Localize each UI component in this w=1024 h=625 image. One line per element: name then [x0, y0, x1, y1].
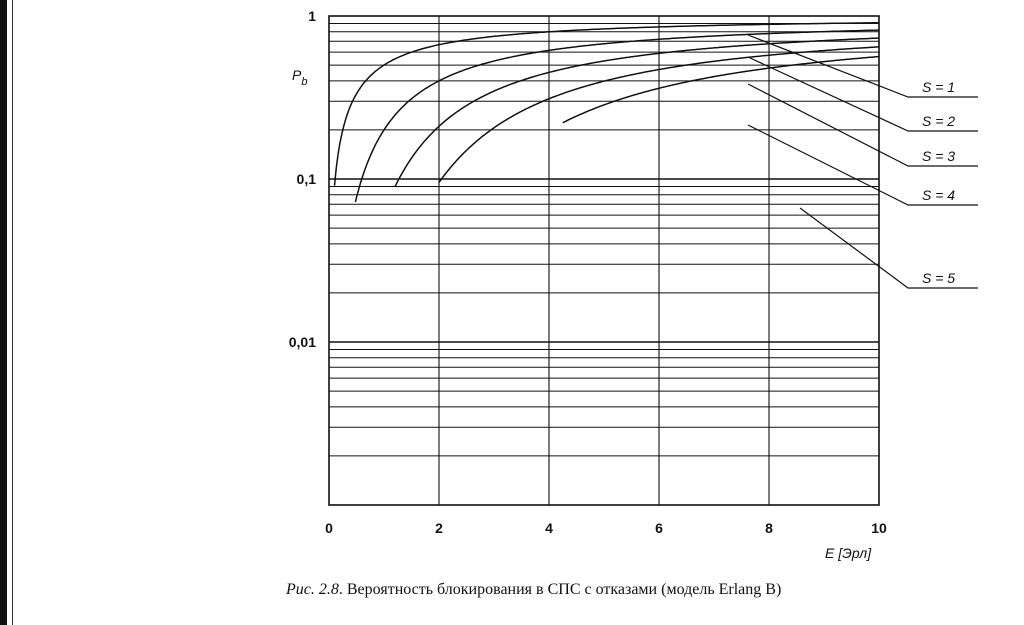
y-axis-label: Pb — [292, 67, 307, 88]
series-label-s1: S = 1 — [922, 79, 955, 95]
leader-line-s4 — [747, 124, 978, 206]
caption-figure-ref: Рис. 2.8 — [286, 581, 339, 598]
x-axis-label: E [Эрл] — [825, 545, 872, 561]
leader-line-s5 — [799, 207, 978, 289]
series-label-s3: S = 3 — [922, 148, 955, 164]
y-tick-labels: 1 0,1 0,01 — [289, 8, 316, 350]
y-axis-label-sub: b — [301, 76, 307, 88]
curve-group — [333, 21, 880, 203]
series-line-s5 — [562, 55, 880, 124]
series-line-s4 — [438, 46, 879, 183]
series-label-s5: S = 5 — [922, 270, 955, 286]
y-tick-label: 1 — [308, 8, 316, 24]
horizontal-gridlines — [329, 22, 879, 457]
series-line-s2 — [354, 29, 879, 203]
y-tick-label: 0,01 — [289, 334, 316, 350]
series-line-s3 — [394, 37, 879, 187]
leader-line-s1 — [747, 34, 978, 98]
x-tick-label: 4 — [545, 520, 553, 536]
y-axis-label-main: P — [292, 67, 302, 83]
series-label-s4: S = 4 — [922, 187, 955, 203]
series-line-s1 — [333, 21, 880, 186]
scan-edge-bar — [0, 0, 7, 625]
series-labels: S = 1 S = 2 S = 3 S = 4 S = 5 — [922, 79, 955, 286]
caption-text: . Вероятность блокирования в СПС с отказ… — [338, 581, 782, 598]
leader-line-s2 — [747, 56, 978, 132]
series-label-s2: S = 2 — [922, 113, 955, 129]
vertical-gridlines — [438, 16, 770, 505]
x-tick-label: 10 — [871, 520, 887, 536]
y-tick-label: 0,1 — [297, 171, 317, 187]
leader-line-s3 — [747, 83, 978, 167]
x-tick-labels: 0 2 4 6 8 10 — [325, 520, 887, 536]
plot-frame — [328, 15, 880, 506]
x-tick-label: 8 — [765, 520, 773, 536]
figure-caption: Рис. 2.8. Вероятность блокирования в СПС… — [286, 581, 781, 599]
x-tick-label: 6 — [655, 520, 663, 536]
x-tick-label: 0 — [325, 520, 333, 536]
erlang-b-chart: 0 2 4 6 8 10 10,10,01 S = 1S = 2S = 3S = 4S =… — [289, 8, 978, 561]
x-tick-label: 2 — [435, 520, 443, 536]
leader-lines — [747, 34, 978, 289]
scan-edge-line — [12, 0, 13, 625]
